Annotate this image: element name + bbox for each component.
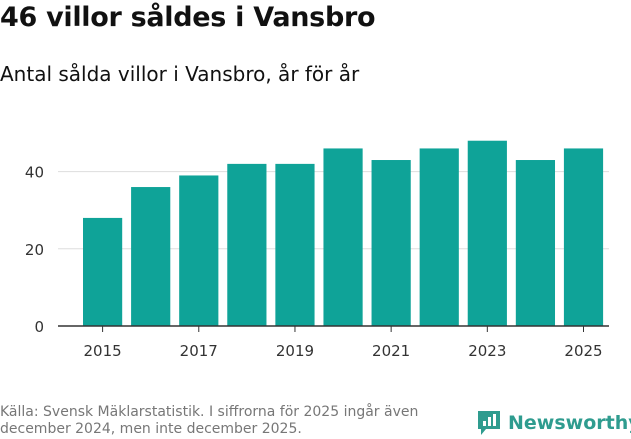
chart-title: 46 villor såldes i Vansbro [0,2,376,33]
bar-2025 [563,148,604,326]
bar-2022 [419,148,459,326]
y-tick-label: 0 [34,318,44,336]
bars [83,140,604,326]
newsworthy-logo-icon [478,411,500,435]
bar-2015 [83,217,123,326]
newsworthy-logo: Newsworthy [476,408,631,438]
bar-2023 [467,140,507,326]
x-tick-label: 2015 [84,342,122,360]
x-tick-label: 2017 [180,342,218,360]
bar-2019 [275,163,315,326]
x-tick-label: 2023 [468,342,506,360]
x-tick-label: 2025 [564,342,602,360]
x-tick-labels: 2015 2017 2019 2021 2023 2025 [84,326,603,360]
chart-subtitle: Antal sålda villor i Vansbro, år för år [0,62,360,86]
bar-2016 [131,187,171,326]
bar-2020 [323,148,363,326]
y-tick-labels: 0 20 40 [25,164,44,336]
x-tick-label: 2019 [276,342,314,360]
x-tick-label: 2021 [372,342,410,360]
bar-2017 [179,175,219,326]
brand-name: Newsworthy [508,412,631,434]
bar-chart: 0 20 40 2015 2017 2019 2021 2023 2025 [25,140,609,360]
bar-2021 [371,160,411,326]
bar-2018 [227,163,267,326]
bar-2024 [515,160,556,326]
y-tick-label: 20 [25,241,44,259]
source-note: Källa: Svensk Mäklarstatistik. I siffror… [0,404,419,437]
y-tick-label: 40 [25,164,44,182]
